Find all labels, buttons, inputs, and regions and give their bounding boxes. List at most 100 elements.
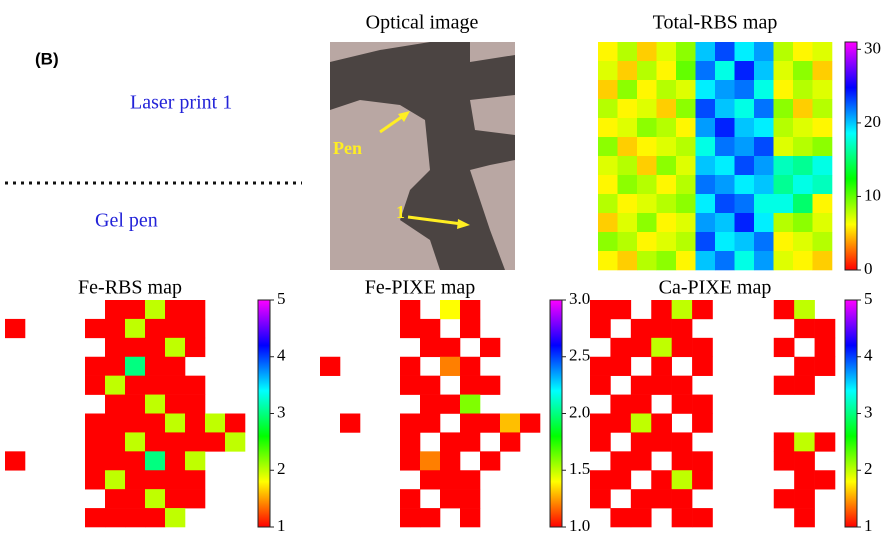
map-cell: [651, 470, 672, 490]
map-cell: [185, 318, 206, 339]
map-cell: [185, 337, 206, 358]
map-cell: [656, 194, 677, 214]
map-cell: [793, 42, 813, 62]
map-cell: [165, 508, 186, 528]
map-cell: [598, 194, 618, 214]
map-cell: [812, 80, 833, 100]
map-cell: [812, 213, 833, 233]
colorbar: [257, 299, 271, 528]
map-cell: [617, 232, 638, 252]
map-cell: [773, 156, 794, 176]
map-cell: [773, 61, 794, 81]
map-cell: [590, 470, 611, 490]
map-cell: [695, 42, 716, 62]
map-cell: [812, 251, 833, 271]
map-cell: [617, 99, 638, 119]
map-cell: [630, 489, 652, 509]
map-cell: [85, 508, 106, 528]
map-cell: [125, 300, 146, 320]
map-cell: [794, 508, 815, 528]
map-cell: [145, 375, 166, 395]
map-cell: [145, 470, 166, 490]
map-cell: [814, 337, 836, 358]
arrow: [407, 215, 463, 226]
map-cell: [145, 489, 166, 509]
map-cell: [460, 318, 481, 339]
map-cell: [692, 413, 713, 433]
map-cell: [500, 413, 521, 433]
map-cell: [695, 61, 716, 81]
map-cell: [676, 137, 696, 157]
map-cell: [676, 156, 696, 176]
map-cell: [610, 356, 632, 376]
map-cell: [185, 451, 206, 471]
panel-label: (B): [35, 49, 59, 68]
map-cell: [692, 356, 713, 376]
map-cell: [630, 508, 652, 528]
map-cell: [105, 356, 126, 376]
map-cell: [656, 251, 677, 271]
optical-title: Optical image: [366, 12, 479, 34]
map-cell: [773, 489, 795, 509]
map-cell: [637, 137, 657, 157]
map-cell: [754, 80, 774, 100]
map-cell: [598, 251, 618, 271]
map-cell: [793, 118, 813, 138]
map-cell: [773, 432, 795, 452]
map-cell: [637, 251, 657, 271]
map-cell: [440, 356, 461, 376]
map-cell: [105, 489, 126, 509]
map-cell: [812, 156, 833, 176]
map-cell: [165, 470, 186, 490]
map-cell: [734, 80, 755, 100]
map-cell: [105, 300, 126, 320]
map-cell: [773, 137, 794, 157]
map-cell: [460, 394, 481, 414]
map-cell: [656, 232, 677, 252]
map-cell: [185, 432, 206, 452]
map-cell: [656, 61, 677, 81]
map-cell: [695, 175, 716, 195]
map-cell: [793, 61, 813, 81]
map-cell: [598, 118, 618, 138]
map-cell: [145, 451, 166, 471]
map-cell: [630, 337, 652, 358]
map-cell: [715, 42, 735, 62]
map-cell: [590, 432, 611, 452]
map-cell: [610, 470, 632, 490]
map-cell: [637, 61, 657, 81]
map-cell: [794, 470, 815, 490]
map-cell: [637, 80, 657, 100]
map-cell: [125, 470, 146, 490]
map-cell: [460, 413, 481, 433]
map-cell: [812, 118, 833, 138]
map-cell: [340, 413, 361, 433]
map-cell: [671, 489, 693, 509]
map-cell: [715, 61, 735, 81]
map-cell: [598, 137, 618, 157]
map-cell: [715, 80, 735, 100]
arrowhead: [398, 111, 410, 122]
map-cell: [617, 251, 638, 271]
map-title: Total-RBS map: [653, 12, 778, 34]
map-cell: [145, 394, 166, 414]
map-cell: [105, 337, 126, 358]
map-cell: [500, 432, 521, 452]
map-cell: [692, 394, 713, 414]
map-cell: [145, 413, 166, 433]
map-cell: [793, 232, 813, 252]
map-cell: [773, 194, 794, 214]
map-cell: [793, 156, 813, 176]
colorbar-tick-label: 1.5: [569, 459, 590, 478]
map-cell: [400, 300, 421, 320]
map-cell: [105, 432, 126, 452]
map-cell: [590, 300, 611, 320]
map-cell: [651, 375, 672, 395]
map-cell: [85, 356, 106, 376]
map-cell: [480, 413, 501, 433]
map-cell: [420, 413, 441, 433]
map-cell: [205, 432, 226, 452]
map-cell: [617, 213, 638, 233]
map-cell: [420, 318, 441, 339]
map-cell: [617, 61, 638, 81]
